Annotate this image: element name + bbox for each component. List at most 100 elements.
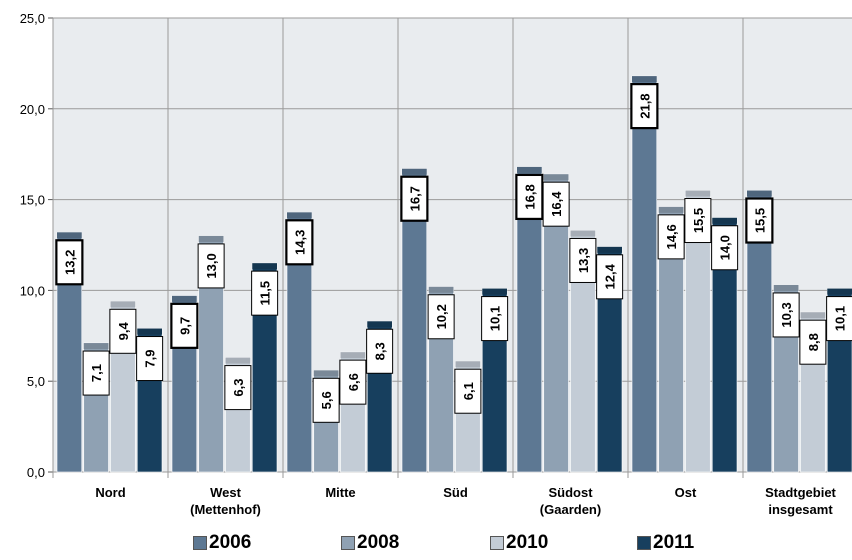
data-label-box — [772, 292, 800, 338]
bar-2006-5 — [631, 75, 658, 473]
data-label-box — [285, 219, 314, 266]
data-label-box — [109, 308, 137, 354]
legend-label-2006: 2006 — [209, 532, 252, 553]
data-label: 6,3 — [231, 379, 246, 397]
bar-cap — [570, 230, 596, 237]
bar-cap — [313, 370, 339, 377]
data-label-box — [711, 225, 739, 271]
bar-cap — [773, 284, 799, 291]
data-label: 16,4 — [549, 191, 564, 217]
data-label-box — [542, 181, 570, 227]
data-label: 14,0 — [718, 235, 733, 260]
x-tick-label: Stadtgebiet — [765, 485, 836, 500]
data-label: 9,7 — [177, 317, 192, 335]
x-tick-label: insgesamt — [768, 502, 833, 517]
data-label: 10,1 — [833, 306, 848, 331]
data-label-box — [657, 214, 685, 260]
data-label: 13,2 — [62, 250, 77, 275]
legend-swatch-2011 — [637, 536, 651, 550]
bar-cap — [137, 328, 162, 335]
bar-cap — [712, 217, 737, 224]
data-label-box — [684, 198, 712, 244]
data-label: 14,6 — [664, 224, 679, 249]
x-tick-label: Süd — [443, 485, 468, 500]
bar-cap — [747, 190, 772, 197]
x-tick-label: Mitte — [325, 485, 355, 500]
bar-cap — [597, 246, 622, 253]
bar-chart: 0,0 5,0 10,0 15,0 20,0 25,0 13,2 7,1 9,4 7,9 Nord 9… — [20, 11, 852, 517]
data-label-box — [82, 350, 110, 396]
plot-area: 0,0 5,0 10,0 15,0 20,0 25,0 13,2 7,1 9,4 7,9 Nord 9… — [20, 11, 852, 517]
data-label: 16,7 — [407, 186, 422, 211]
data-label-box — [630, 83, 659, 130]
data-label-box — [826, 296, 852, 342]
data-label: 7,9 — [143, 349, 158, 367]
bar-cap — [482, 288, 507, 295]
data-label: 10,3 — [779, 302, 794, 327]
legend: 2006 2008 2010 2011 — [0, 528, 852, 558]
bar-cap — [658, 206, 684, 213]
y-tick-label: 20,0 — [20, 102, 45, 117]
data-label-box — [55, 239, 84, 286]
bar-cap — [455, 361, 481, 368]
bar-cap — [225, 357, 251, 364]
legend-swatch-2006 — [193, 536, 207, 550]
data-label: 11,5 — [258, 281, 273, 306]
x-tick-label: Ost — [675, 485, 697, 500]
data-label: 13,3 — [576, 248, 591, 273]
data-label-box — [400, 175, 429, 222]
data-label: 10,2 — [434, 304, 449, 329]
data-label-box — [481, 296, 509, 342]
bar-cap — [800, 312, 826, 319]
data-label-box — [170, 302, 199, 349]
data-label: 7,1 — [89, 364, 104, 382]
data-label: 10,1 — [488, 306, 503, 331]
data-label-box — [197, 243, 225, 289]
data-label: 8,8 — [806, 333, 821, 351]
x-tick-label: West — [210, 485, 241, 500]
data-label: 9,4 — [116, 321, 131, 340]
y-tick-label: 10,0 — [20, 283, 45, 298]
x-tick-label: (Mettenhof) — [190, 502, 261, 517]
data-label-box — [224, 365, 252, 411]
data-label: 13,0 — [204, 253, 219, 278]
bar-cap — [632, 76, 657, 83]
legend-item-2008: 2008 — [341, 532, 399, 554]
data-label-box — [745, 197, 774, 244]
data-label-box — [515, 173, 544, 221]
bar-cap — [543, 174, 569, 181]
legend-swatch-2010 — [490, 536, 504, 550]
bar-cap — [685, 190, 711, 197]
bar-cap — [367, 321, 392, 328]
bar-cap — [827, 288, 852, 295]
data-label-box — [454, 368, 482, 414]
data-label-box — [427, 294, 455, 340]
bar-cap — [57, 232, 82, 239]
data-label: 14,3 — [292, 230, 307, 255]
data-label: 6,1 — [461, 382, 476, 400]
bar-cap — [402, 168, 427, 175]
x-tick-label: (Gaarden) — [540, 502, 601, 517]
y-tick-label: 15,0 — [20, 193, 45, 208]
x-tick-label: Nord — [95, 485, 125, 500]
bar-cap — [110, 301, 136, 308]
y-tick-label: 0,0 — [27, 465, 45, 480]
data-label-box — [596, 254, 624, 300]
legend-label-2010: 2010 — [506, 532, 549, 553]
bar-cap — [517, 166, 542, 173]
bar-cap — [83, 343, 109, 350]
data-label: 16,8 — [522, 184, 537, 209]
bar-cap — [340, 352, 366, 359]
data-label: 5,6 — [319, 391, 334, 409]
data-label-box — [799, 319, 827, 365]
y-tick-label: 5,0 — [27, 374, 45, 389]
bar-cap — [198, 235, 224, 242]
data-label-box — [312, 377, 340, 423]
legend-item-2011: 2011 — [637, 532, 694, 554]
data-label-box — [339, 359, 367, 405]
data-label: 15,5 — [691, 208, 706, 233]
legend-item-2006: 2006 — [193, 532, 251, 554]
y-tick-label: 25,0 — [20, 11, 45, 26]
bar-cap — [172, 295, 197, 302]
data-label: 6,6 — [346, 373, 361, 391]
